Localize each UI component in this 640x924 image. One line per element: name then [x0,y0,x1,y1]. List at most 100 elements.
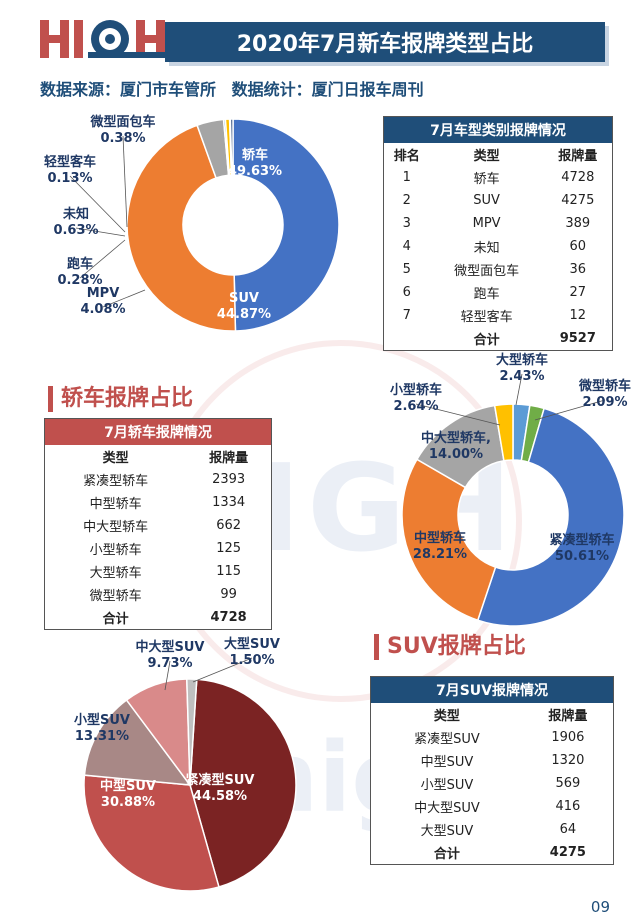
table-row: 中大型SUV 416 [414,799,581,816]
slice-label: 微型面包车 [89,114,155,130]
leader-line [79,239,126,279]
table-title: 7月车型类别报牌情况 [384,117,612,143]
col-header-count: 报牌量 [558,149,598,164]
slice-value: 13.31% [75,729,129,744]
col-header-count: 报牌量 [548,709,588,724]
slice-value: 49.63% [228,164,282,179]
pie-slice [493,403,514,462]
slice-label: 轻型客车 [44,154,96,170]
table-suv: 7月SUV报牌情况 类型 报牌量 紧凑型SUV 1906 中型SUV 1320 小型… [370,676,614,865]
table-row: 小型SUV 569 [420,776,581,793]
slice-label: 中大型轿车, [421,430,491,446]
slice-label: 小型轿车 [390,382,442,398]
slice-label: MPV [87,286,120,301]
slice-label: 跑车 [67,256,93,272]
pie-slice [229,118,234,176]
table-total-row: 合计 9527 [473,331,596,348]
slice-value: 50.61% [555,549,609,564]
leader-line [122,135,128,228]
slice-label: 轿车 [242,147,268,163]
slice-value: 14.00% [429,447,483,462]
leader-line [192,657,253,683]
table-title: 7月轿车报牌情况 [45,419,271,445]
table-row: 大型SUV 64 [420,822,577,839]
table-row: 2 SUV 4275 [402,193,595,208]
slice-value: 44.87% [217,307,271,322]
slice-value: 28.21% [413,547,467,562]
slice-label: 微型轿车 [578,378,631,394]
table-row: 微型轿车 99 [89,587,237,604]
pie-slice [232,118,340,332]
slice-label: 中型轿车 [414,530,466,546]
leader-line [102,289,146,308]
table-row: 6 跑车 27 [402,285,587,302]
leader-line [69,175,126,233]
table-row: 3 MPV 389 [402,216,591,231]
col-header-rank: 排名 [393,149,420,164]
table-total-row: 合计 4728 [102,610,247,627]
section-title-suv: SUV报牌占比 [374,628,526,660]
table-total-row: 合计 4275 [433,845,586,862]
table-row: 7 轻型客车 12 [402,308,587,325]
col-header-type: 类型 [433,709,460,724]
slice-label: 大型轿车 [496,352,548,368]
slice-value: 44.58% [193,789,247,804]
table-sedan: 7月轿车报牌情况 类型 报牌量 紧凑型轿车 2393 中型轿车 1334 中大型轿车… [44,418,272,630]
table-row: 5 微型面包车 36 [402,262,587,279]
leader-line [164,660,171,691]
pie-slice [189,678,297,888]
col-header-count: 报牌量 [209,451,249,466]
table-row: 1 轿车 4728 [402,170,595,187]
slice-value: 2.43% [499,369,544,384]
section-title-sedan: 轿车报牌占比 [48,380,193,412]
table-row: 小型轿车 125 [89,541,242,558]
pie-slice [476,407,625,627]
slice-value: 1.50% [229,653,274,668]
pie-slice [401,458,497,622]
slice-label: 中大型SUV [136,639,205,655]
table-row: 中大型轿车 662 [83,518,242,535]
slice-label: 中型SUV [100,778,156,794]
pie-slice [83,774,220,892]
slice-value: 2.09% [582,395,627,410]
pie-slice [126,124,237,332]
slice-value: 4.08% [80,302,125,317]
slice-value: 9.73% [147,656,192,671]
leader-line [415,403,501,426]
slice-label: 未知 [62,206,89,222]
slice-label: 小型SUV [74,712,130,728]
table-title: 7月SUV报牌情况 [371,677,613,703]
table-row: 紧凑型轿车 2393 [83,472,246,489]
table-row: 中型SUV 1320 [420,753,585,770]
leader-line [515,373,523,406]
stat-label: 数据统计：厦门日报车周刊 [231,80,424,99]
slice-value: 0.38% [100,131,145,146]
slice-label: 大型SUV [224,636,280,652]
page-number: 09 [590,898,610,916]
source-label: 数据来源：厦门市车管所 [40,80,217,99]
leader-line [75,227,126,237]
slice-label: SUV [229,291,259,306]
svg-text:HIGH: HIGH [86,59,89,61]
pie-slice [83,699,192,786]
header: HIGH 2020年7月新车报牌类型占比 [0,10,640,68]
table-row: 中型轿车 1334 [89,495,246,512]
table-row: 紧凑型SUV 1906 [414,730,585,747]
table-row: 大型轿车 115 [89,564,242,581]
leader-line [534,399,606,421]
page-title: 2020年7月新车报牌类型占比 [165,22,605,62]
slice-value: 0.63% [53,223,98,238]
slice-label: 紧凑型SUV [186,772,255,788]
pie-slice [186,678,198,786]
col-header-type: 类型 [473,149,500,164]
slice-value: 2.64% [393,399,438,414]
slice-value: 0.28% [57,273,102,288]
col-header-type: 类型 [102,451,129,466]
slice-value: 30.88% [101,795,155,810]
slice-value: 0.13% [47,171,92,186]
